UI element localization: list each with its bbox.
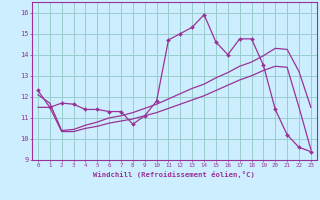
X-axis label: Windchill (Refroidissement éolien,°C): Windchill (Refroidissement éolien,°C)	[93, 171, 255, 178]
